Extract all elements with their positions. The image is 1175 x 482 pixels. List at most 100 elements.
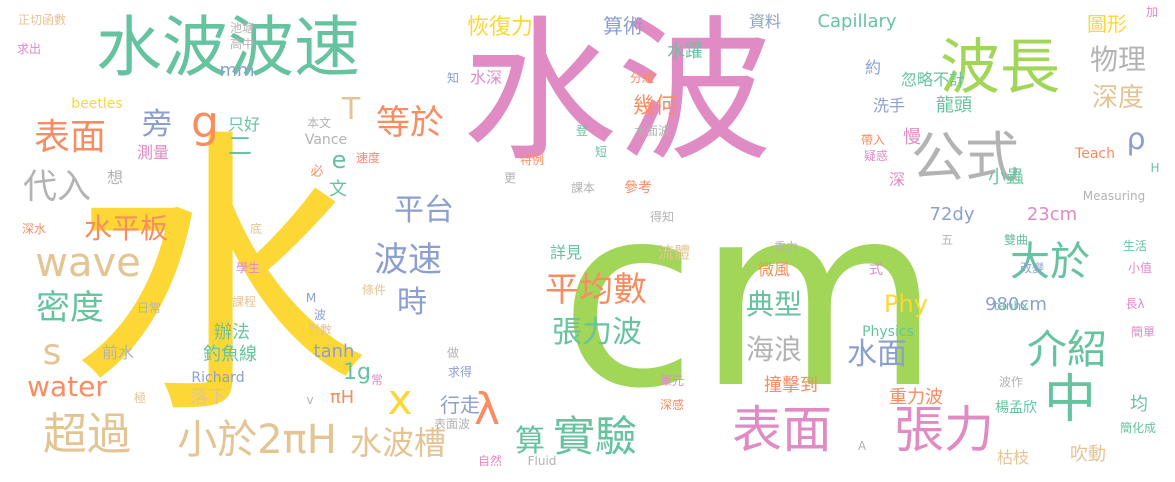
word-t: T: [341, 92, 361, 127]
word-weifeng: 微風: [757, 260, 791, 279]
word-dezhi: 得知: [649, 210, 675, 224]
word-e: e: [331, 146, 347, 174]
word-diaoyuxian: 釣魚線: [203, 344, 257, 365]
word-chitang: 池塘: [229, 21, 255, 35]
word-hulue-buji: 忽略不計: [900, 70, 966, 89]
word-di: 底: [249, 222, 263, 236]
word-tanh: tanh: [313, 341, 355, 362]
word-23cm: 23cm: [1026, 204, 1078, 225]
word-bosu: 波速: [374, 240, 442, 280]
word-teli: 特例: [519, 153, 545, 167]
word-jieshao: 介紹: [1027, 327, 1107, 373]
word-xiangjian: 詳見: [549, 243, 583, 262]
word-shen: 深: [888, 170, 906, 189]
word-yangmengxin: 楊孟欣: [995, 400, 1037, 416]
word-xiaozhi: 小值: [1127, 261, 1153, 275]
word-tiaojian: 條件: [361, 283, 387, 297]
word-xuesheng: 學生: [235, 261, 261, 275]
word-physics: Physics: [862, 324, 914, 340]
word-deng: 登: [575, 124, 589, 138]
word-pingtai: 平台: [394, 193, 454, 228]
word-s: s: [42, 332, 62, 373]
word-zuo: 做: [446, 346, 460, 360]
word-vance: Vance: [304, 132, 348, 148]
word-wave: wave: [35, 240, 141, 286]
word-tuxing: 圖形: [1087, 12, 1127, 36]
word-bo: 波: [313, 308, 327, 322]
word-ziran: 自然: [477, 454, 503, 468]
word-qianshui: 前水: [101, 343, 135, 362]
word-longtou: 龍頭: [936, 95, 972, 116]
word-shuibo-bosu: 水波波速: [96, 9, 360, 86]
word-zhong: 中: [1043, 370, 1097, 430]
word-richard: Richard: [191, 370, 245, 386]
word-xiang: 想: [106, 168, 124, 187]
word-kecheng: 課程: [231, 295, 257, 309]
word-shuibo: 水波: [462, 1, 772, 183]
word-man: 慢: [903, 127, 921, 148]
word-huifuli: 恢復力: [466, 15, 534, 40]
word-danyuan: 單元: [659, 374, 685, 388]
word-gaibian: 改變: [1019, 261, 1045, 275]
word-dianxing: 典型: [745, 288, 803, 321]
word-a: A: [857, 439, 867, 453]
word-x: x: [387, 375, 413, 424]
word-chang-lambda: 長λ: [1125, 297, 1145, 311]
word-jianhuacheng: 簡化成: [1119, 421, 1157, 435]
word-pih: πH: [329, 387, 355, 408]
word-jihe: 幾何: [632, 94, 678, 119]
word-shuimian: 水面: [847, 337, 907, 372]
word-zhuangjidao: 撞擊到: [764, 375, 818, 396]
word-1g: 1g: [343, 360, 371, 385]
word-gongshi: 公式: [911, 126, 1019, 189]
word-wuli: 物理: [1089, 43, 1147, 76]
word-bozuo: 波作: [998, 375, 1024, 389]
word-chuidong: 吹動: [1070, 444, 1106, 465]
word-sudu: 速度: [355, 151, 381, 165]
word-benwen: 本文: [306, 116, 332, 130]
word-cm: cm: [559, 152, 941, 443]
word-gaozhong: 高中: [229, 37, 255, 51]
word-zhangli-bo: 張力波: [552, 315, 642, 350]
word-wu: 五: [940, 233, 954, 247]
word-measuring: Measuring: [1082, 189, 1146, 203]
word-duan: 短: [594, 145, 608, 159]
word-rho: ρ: [1126, 122, 1146, 157]
word-biaomian-large: 表面: [732, 401, 832, 459]
word-pang: 旁: [142, 107, 172, 142]
word-shuishen: 水深: [469, 68, 503, 87]
word-beetles: beetles: [71, 96, 123, 112]
word-zhonglibo: 重力波: [889, 387, 943, 408]
word-er: 二: [228, 132, 252, 160]
word-zhangli: 張力: [894, 401, 994, 459]
word-g: g: [191, 97, 219, 148]
word-liuti: 流體: [657, 243, 691, 262]
word-zhi: 知: [446, 71, 460, 85]
word-shi: 時: [397, 285, 427, 320]
word-pingjunshu: 平均數: [545, 270, 647, 310]
word-zhihao: 只好: [227, 115, 261, 134]
word-zhongli: 重力: [773, 240, 799, 254]
word-h: H: [1150, 161, 1160, 175]
word-980cm: 980cm: [985, 294, 1047, 315]
word-cankao: 參考: [624, 180, 652, 196]
word-tanhx: tanhx: [993, 299, 1029, 313]
word-jun: 均: [1130, 394, 1148, 415]
word-jia: 加: [1145, 5, 1159, 19]
word-yue: 約: [864, 58, 882, 77]
word-capillary: Capillary: [817, 11, 897, 32]
word-keben: 課本: [570, 181, 596, 195]
word-shenshui: 深水: [21, 222, 47, 236]
word-dairu-small: 帶入: [860, 133, 886, 147]
word-bi: 必: [310, 164, 324, 180]
word-xiaochong: 小蟲: [988, 167, 1024, 188]
word-xingzou: 行走: [440, 393, 480, 417]
word-shiyan: 實驗: [552, 412, 638, 461]
word-banfa: 辦法: [214, 322, 250, 343]
word-fenzu: 分組: [629, 71, 655, 85]
word-shi-formula: 式: [869, 262, 883, 278]
word-ji: 極: [133, 391, 147, 405]
word-lambda: λ: [473, 384, 501, 435]
word-qiude: 求得: [447, 365, 473, 379]
